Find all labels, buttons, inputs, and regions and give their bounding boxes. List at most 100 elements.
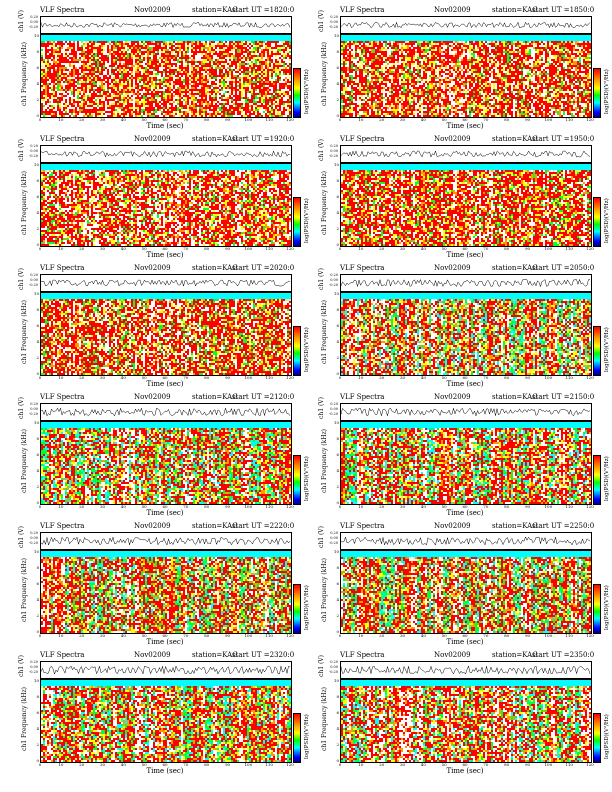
panel-header: VLF Spectra Nov02009 station=KAG start UT =…: [14, 264, 308, 273]
waveform-trace: [340, 274, 592, 292]
spectrogram-panel: VLF Spectra Nov02009 station=KAG start UT =…: [308, 264, 610, 389]
spectrogram-panel: VLF Spectra Nov02009 station=KAG start UT =…: [308, 651, 610, 776]
frequency-ticks: 10 8 6 4 2 0: [32, 33, 39, 118]
spectrogram: [340, 292, 592, 376]
frequency-axis-label: ch1 Frequency (kHz): [21, 558, 28, 622]
trace-ticks: 0.20 0.00 -0.20: [326, 144, 338, 159]
spectrogram: [40, 292, 292, 376]
header-date: Nov02009: [134, 6, 171, 14]
waveform-trace: [40, 274, 292, 292]
header-station: station=KAG: [492, 522, 538, 530]
spectrogram-panel: VLF Spectra Nov02009 station=KAG start UT =…: [8, 135, 310, 260]
trace-ticks: 0.20 0.00 -0.20: [26, 273, 38, 288]
header-station: station=KAG: [192, 651, 238, 659]
header-station: station=KAG: [192, 135, 238, 143]
waveform-trace: [340, 661, 592, 679]
header-station: station=KAG: [192, 522, 238, 530]
colorbar: [593, 326, 601, 376]
colorbar-label: log(PSD)(V²/Hz): [604, 714, 610, 759]
panel-header: VLF Spectra Nov02009 station=KAG start UT =…: [14, 6, 308, 15]
header-title: VLF Spectra: [340, 135, 384, 143]
spectrogram-panel: VLF Spectra Nov02009 station=KAG start UT =…: [8, 264, 310, 389]
frequency-axis-label: ch1 Frequency (kHz): [321, 42, 328, 106]
spectrogram-panel: VLF Spectra Nov02009 station=KAG start UT =…: [308, 393, 610, 518]
colorbar: [593, 584, 601, 634]
header-station: station=KAG: [492, 393, 538, 401]
panel-header: VLF Spectra Nov02009 station=KAG start UT =…: [314, 6, 608, 15]
channel-axis-label: ch1 (V): [318, 655, 325, 677]
channel-axis-label: ch1 (V): [318, 397, 325, 419]
header-start: start UT =2150:0: [532, 393, 594, 401]
time-axis-label: Time (sec): [340, 380, 590, 388]
time-ticks: 0 10 20 30 40 50 60 70 80 90 100 110 120: [39, 504, 294, 510]
panel-header: VLF Spectra Nov02009 station=KAG start UT =…: [314, 522, 608, 531]
colorbar: [593, 455, 601, 505]
time-ticks: 0 10 20 30 40 50 60 70 80 90 100 110 120: [39, 375, 294, 381]
header-station: station=KAG: [492, 264, 538, 272]
header-start: start UT =2050:0: [532, 264, 594, 272]
waveform-trace: [340, 145, 592, 163]
header-station: station=KAG: [492, 135, 538, 143]
frequency-axis-label: ch1 Frequency (kHz): [321, 687, 328, 751]
spectrogram: [340, 34, 592, 118]
trace-ticks: 0.20 0.00 -0.20: [26, 402, 38, 417]
trace-ticks: 0.20 0.00 -0.20: [26, 144, 38, 159]
colorbar-label: log(PSD)(V²/Hz): [604, 69, 610, 114]
waveform-trace: [40, 661, 292, 679]
waveform-trace: [340, 403, 592, 421]
panel-header: VLF Spectra Nov02009 station=KAG start UT =…: [314, 393, 608, 402]
colorbar: [293, 584, 301, 634]
time-ticks: 0 10 20 30 40 50 60 70 80 90 100 110 120: [39, 246, 294, 252]
trace-ticks: 0.20 0.00 -0.20: [326, 402, 338, 417]
header-title: VLF Spectra: [340, 393, 384, 401]
header-date: Nov02009: [434, 522, 471, 530]
panel-header: VLF Spectra Nov02009 station=KAG start UT =…: [14, 135, 308, 144]
header-title: VLF Spectra: [340, 522, 384, 530]
header-date: Nov02009: [134, 393, 171, 401]
spectrogram-panel: VLF Spectra Nov02009 station=KAG start UT =…: [308, 6, 610, 131]
header-date: Nov02009: [134, 135, 171, 143]
header-station: station=KAG: [192, 6, 238, 14]
colorbar: [293, 326, 301, 376]
time-axis-label: Time (sec): [40, 638, 290, 646]
trace-ticks: 0.20 0.00 -0.20: [26, 15, 38, 30]
waveform-trace: [340, 532, 592, 550]
time-ticks: 0 10 20 30 40 50 60 70 80 90 100 110 120: [39, 117, 294, 123]
colorbar: [593, 68, 601, 118]
frequency-axis-label: ch1 Frequency (kHz): [321, 300, 328, 364]
trace-ticks: 0.20 0.00 -0.20: [26, 660, 38, 675]
header-start: start UT =1950:0: [532, 135, 594, 143]
header-date: Nov02009: [434, 135, 471, 143]
frequency-ticks: 10 8 6 4 2 0: [32, 420, 39, 505]
channel-axis-label: ch1 (V): [318, 139, 325, 161]
time-ticks: 0 10 20 30 40 50 60 70 80 90 100 110 120: [339, 633, 594, 639]
header-start: start UT =2250:0: [532, 522, 594, 530]
time-axis-label: Time (sec): [40, 509, 290, 517]
time-ticks: 0 10 20 30 40 50 60 70 80 90 100 110 120: [39, 633, 294, 639]
frequency-axis-label: ch1 Frequency (kHz): [21, 300, 28, 364]
trace-ticks: 0.20 0.00 -0.20: [26, 531, 38, 546]
header-station: station=KAG: [192, 393, 238, 401]
spectrogram: [40, 679, 292, 763]
header-date: Nov02009: [434, 393, 471, 401]
colorbar: [593, 197, 601, 247]
channel-axis-label: ch1 (V): [318, 10, 325, 32]
spectrogram: [40, 34, 292, 118]
channel-axis-label: ch1 (V): [18, 655, 25, 677]
colorbar: [293, 197, 301, 247]
frequency-axis-label: ch1 Frequency (kHz): [21, 171, 28, 235]
spectrogram-panel: VLF Spectra Nov02009 station=KAG start UT =…: [308, 522, 610, 647]
spectrogram: [340, 163, 592, 247]
trace-ticks: 0.20 0.00 -0.20: [326, 15, 338, 30]
colorbar-label: log(PSD)(V²/Hz): [604, 456, 610, 501]
header-start: start UT =2120:0: [232, 393, 294, 401]
time-axis-label: Time (sec): [40, 380, 290, 388]
header-date: Nov02009: [134, 651, 171, 659]
header-start: start UT =1920:0: [232, 135, 294, 143]
header-station: station=KAG: [192, 264, 238, 272]
waveform-trace: [40, 16, 292, 34]
spectrogram: [40, 550, 292, 634]
channel-axis-label: ch1 (V): [318, 268, 325, 290]
time-ticks: 0 10 20 30 40 50 60 70 80 90 100 110 120: [339, 246, 594, 252]
spectrogram: [340, 421, 592, 505]
